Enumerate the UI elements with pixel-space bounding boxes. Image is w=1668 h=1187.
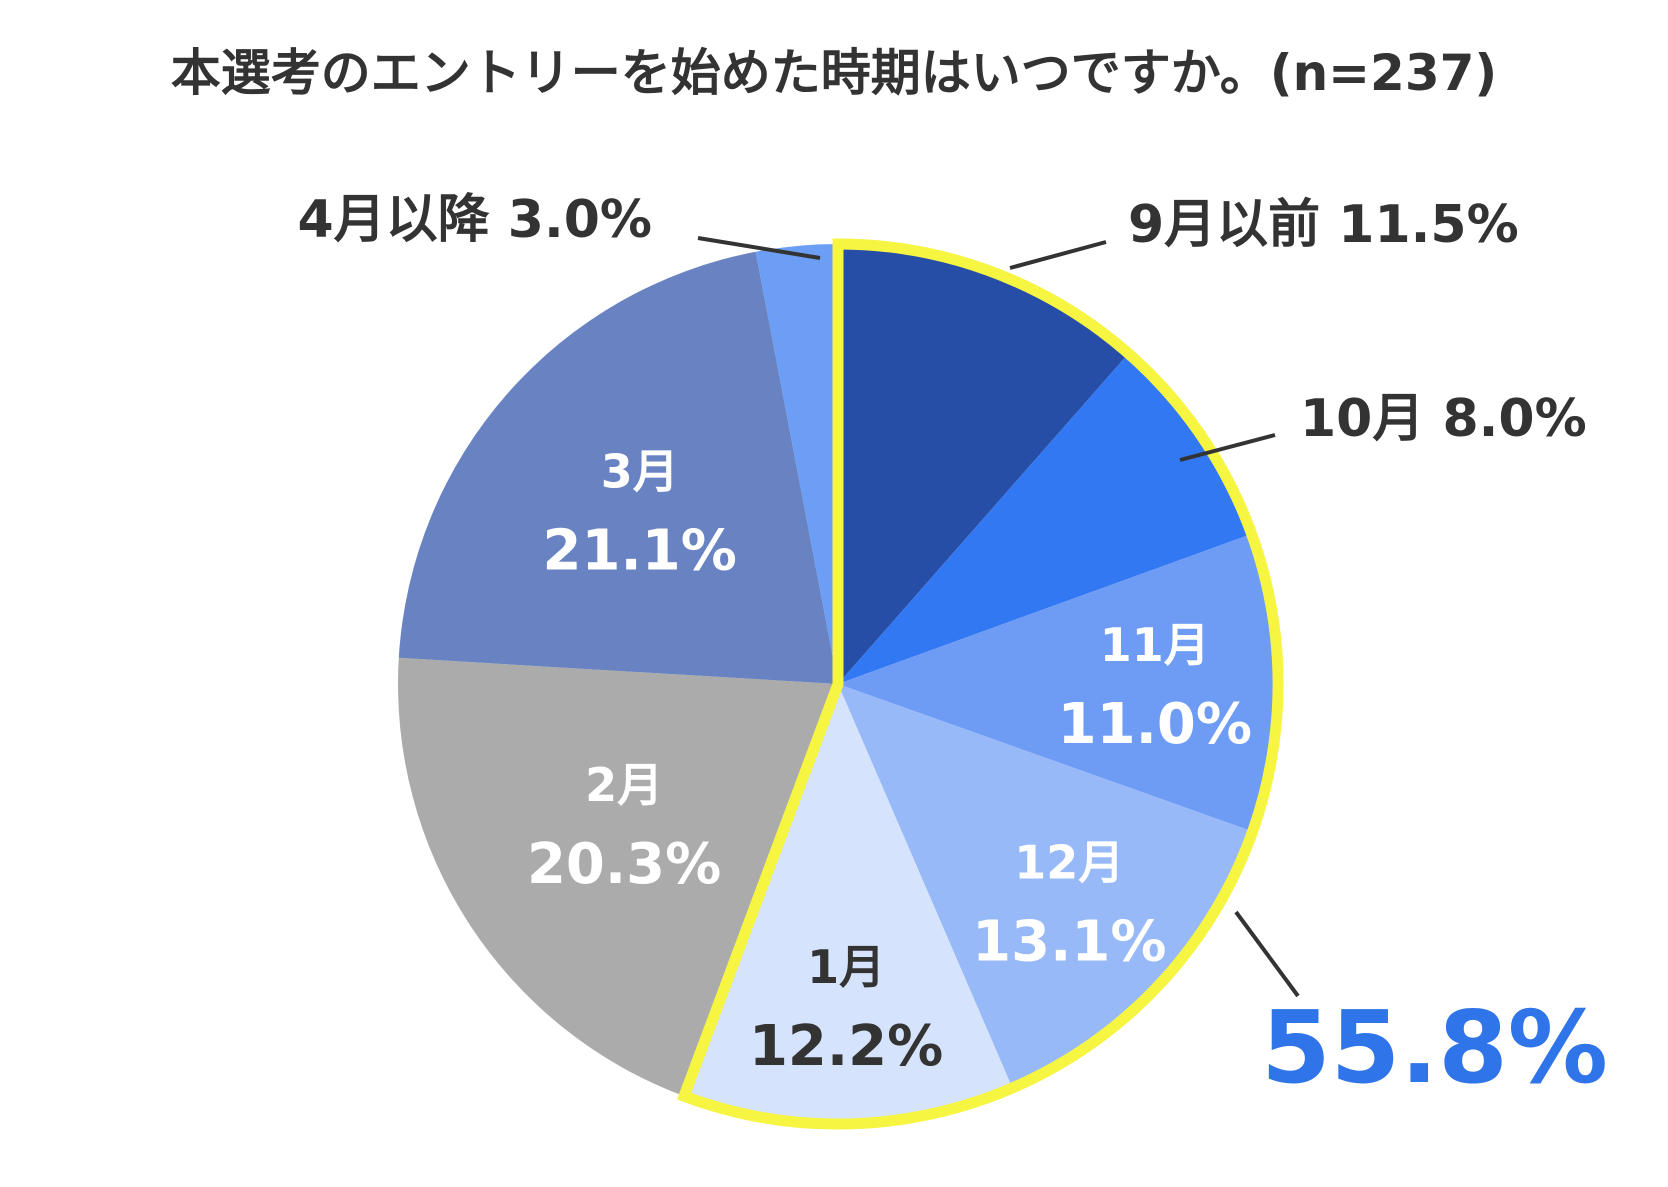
pie-slice-3	[838, 533, 1278, 832]
slice-3-value: 11.0%	[1058, 692, 1252, 757]
highlight-outline	[676, 238, 1284, 1130]
chart-title: 本選考のエントリーを始めた時期はいつですか。(n=237)	[171, 44, 1498, 102]
pie-slice-5	[684, 684, 1013, 1124]
slice-8-leader-line	[697, 236, 821, 260]
slice-2-label: 10月 8.0%	[1300, 389, 1587, 449]
pie-slice-4	[838, 684, 1253, 1088]
slice-5-value: 12.2%	[749, 1014, 943, 1079]
highlight-leader-line	[1234, 910, 1300, 998]
slice-1-category: 9月以前	[1128, 195, 1338, 255]
slice-1-label: 9月以前 11.5%	[1128, 195, 1519, 255]
slice-1-leader-line	[1009, 240, 1107, 270]
slice-5-category: 1月	[807, 940, 885, 994]
slice-2-value: 8.0%	[1442, 389, 1586, 449]
slice-8-label: 4月以降 3.0%	[297, 190, 652, 250]
pie-slice-6	[397, 657, 838, 1097]
pie-slice-1	[838, 244, 1129, 684]
slice-3-category: 11月	[1100, 618, 1210, 672]
slice-1-value: 11.5%	[1338, 195, 1518, 255]
slice-6-category: 2月	[585, 758, 663, 812]
slice-2-category: 10月	[1300, 389, 1442, 449]
pie-slice-7	[398, 251, 838, 684]
pie-slice-8	[755, 244, 838, 684]
slice-6-value: 20.3%	[527, 832, 721, 897]
slice-7-value: 21.1%	[543, 519, 737, 584]
pie-slice-2	[838, 353, 1252, 684]
slice-2-leader-line	[1179, 433, 1276, 462]
slice-labels: 9月以前 11.5% 10月 8.0% 11月 11.0% 12月 13.1% 1月 12.2…	[297, 190, 1608, 1106]
pie-slices	[397, 244, 1278, 1124]
slice-4-category: 12月	[1014, 836, 1124, 890]
highlight-total-value: 55.8%	[1261, 989, 1608, 1106]
slice-4-value: 13.1%	[972, 910, 1166, 975]
highlight-group	[676, 238, 1284, 1130]
slice-8-value: 3.0%	[508, 190, 652, 250]
slice-7-category: 3月	[601, 445, 679, 499]
slice-8-category: 4月以降	[297, 190, 507, 250]
